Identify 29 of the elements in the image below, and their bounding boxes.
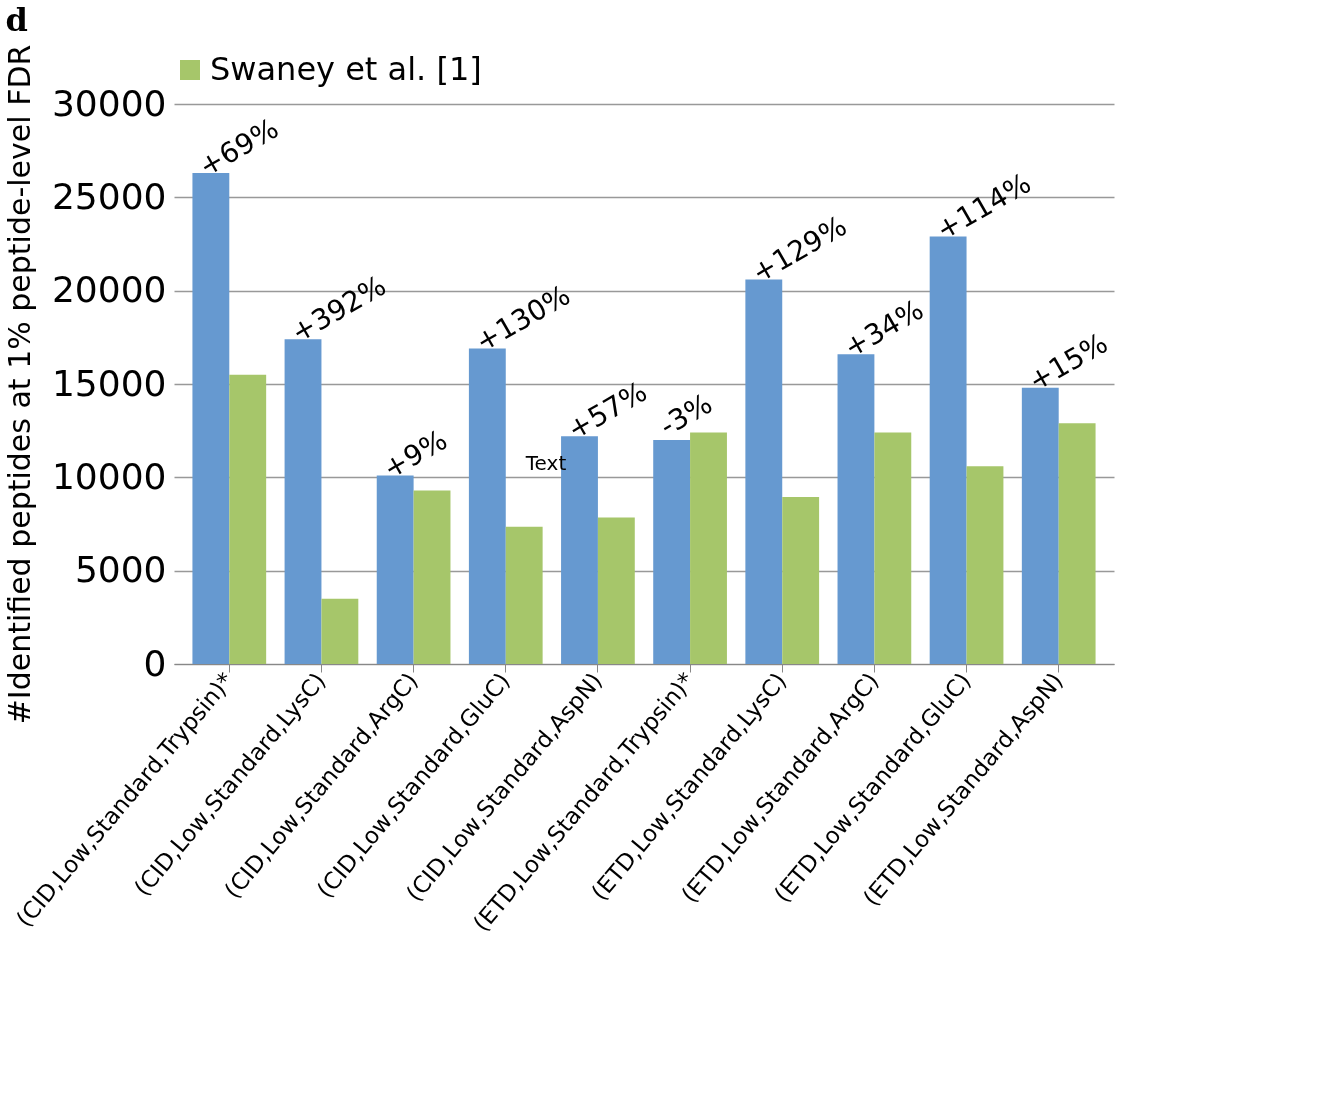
legend-label: Swaney et al. [1]: [210, 50, 482, 88]
y-tick-label: 20000: [51, 269, 167, 311]
annotation: -3%: [654, 386, 718, 443]
y-tick-label: 5000: [74, 549, 167, 591]
bar: [929, 236, 967, 664]
bar: [653, 440, 691, 664]
bar: [690, 432, 727, 664]
y-tick-label: 10000: [51, 455, 167, 497]
bar: [1021, 387, 1059, 664]
chart-title: d: [5, 1, 28, 40]
bar: [966, 466, 1004, 664]
bar: [413, 490, 451, 664]
bar: [1058, 423, 1096, 664]
bar: [229, 374, 267, 664]
y-tick-label: 25000: [51, 175, 167, 217]
bar: [782, 496, 820, 664]
bar: [745, 279, 783, 664]
bar: [284, 339, 322, 664]
bar: [468, 348, 506, 664]
bar: [874, 432, 912, 664]
bar: [321, 598, 359, 664]
bar: [597, 517, 635, 664]
annotation: +9%: [377, 423, 453, 486]
bar: [837, 354, 875, 664]
bar: [192, 173, 230, 664]
bar: [505, 526, 543, 664]
y-tick-label: 30000: [51, 82, 167, 124]
bar: [376, 475, 414, 664]
y-tick-label: 15000: [51, 362, 167, 404]
